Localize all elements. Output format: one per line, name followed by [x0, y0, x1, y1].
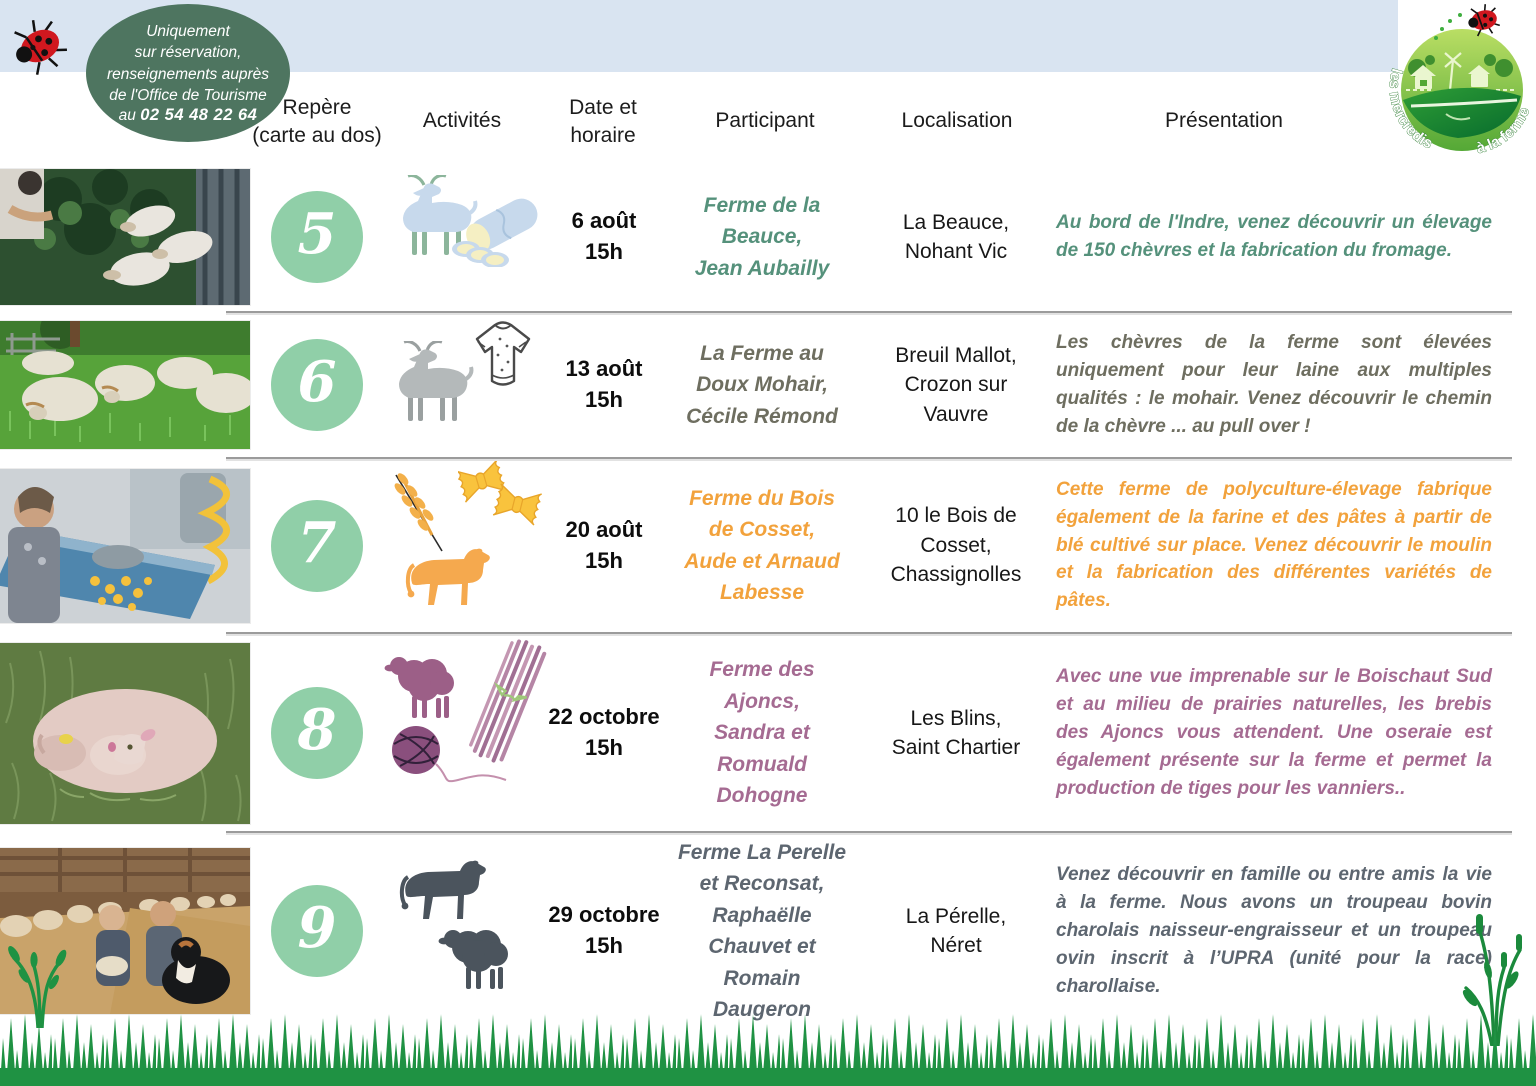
presentation-text: Au bord de l'Indre, venez découvrir un é… — [1056, 212, 1492, 261]
presentation-text: Venez découvrir en famille ou entre amis… — [1056, 864, 1492, 997]
map-number-badge: 7 — [271, 499, 363, 592]
participant-name: Ferme du Bois de Cosset, Aude et Arnaud … — [684, 486, 840, 605]
phone-number: 02 54 48 22 64 — [140, 106, 258, 125]
column-header-activites: Activités — [422, 109, 502, 132]
mercredis-a-la-ferme-logo: les mercredis à la ferme — [1385, 4, 1533, 158]
farfalle-pasta-icon — [458, 461, 542, 526]
logo-ladybug-icon — [1468, 4, 1500, 37]
participant-name: Ferme de la Beauce, Jean Aubailly — [694, 193, 830, 280]
row-separator — [226, 831, 1512, 833]
column-header-participant: Participant — [715, 109, 815, 132]
column-header-presentation: Présentation — [1165, 109, 1283, 132]
table-row: 5 — [0, 163, 1536, 311]
farmers-with-dog-photo — [0, 847, 251, 1015]
table-row: 9 29 octobre 15h Ferme La Perelle et R — [0, 833, 1536, 1029]
farm-scene — [1406, 52, 1514, 91]
participant-name: Ferme La Perelle et Reconsat, Raphaëlle … — [677, 840, 847, 1022]
event-date: 13 août 15h — [565, 356, 643, 412]
wheat-icon — [394, 473, 443, 552]
location: La Pérelle, Néret — [905, 904, 1007, 957]
table-row: 7 — [0, 459, 1536, 632]
sheep-icon — [438, 930, 508, 989]
column-header-repere: Repère (carte au dos) — [252, 96, 382, 147]
sheep-icon — [384, 657, 454, 718]
goat-icon — [403, 175, 478, 255]
willow-sticks-icon — [469, 639, 547, 763]
reservation-note-text: Uniquement sur réservation, renseignemen… — [107, 22, 269, 104]
flight-trail — [1434, 13, 1462, 40]
goat-cheese-log-icon — [452, 198, 538, 267]
map-number-badge: 8 — [271, 687, 363, 779]
presentation-text: Cette ferme de polyculture-élevage fabri… — [1056, 478, 1492, 612]
location: Breuil Mallot, Crozon sur Vauvre — [895, 343, 1017, 426]
reservation-note: Uniquement sur réservation, renseignemen… — [86, 4, 290, 142]
angora-goats-grazing-photo — [0, 320, 251, 450]
windmill-icon — [1444, 52, 1462, 91]
cow-icon — [405, 548, 490, 605]
row-separator — [226, 632, 1512, 634]
event-date: 29 octobre 15h — [548, 902, 660, 958]
map-number-badge: 6 — [271, 339, 363, 431]
participant-name: Ferme des Ajoncs, Sandra et Romuald Doho… — [709, 658, 815, 808]
pasta-making-photo — [0, 467, 251, 624]
grass-border — [0, 1008, 1536, 1086]
location: Les Blins, Saint Chartier — [891, 706, 1021, 759]
phone-prefix: au — [118, 107, 141, 125]
yarn-ball-icon — [392, 726, 507, 783]
wool-sweater-icon — [475, 321, 531, 386]
table-row: 8 — [0, 634, 1536, 832]
goats-feeding-photo — [0, 168, 251, 306]
location: 10 le Bois de Cosset, Chassignolles — [890, 504, 1022, 587]
event-date: 20 août 15h — [565, 516, 643, 573]
presentation-text: Avec une vue imprenable sur le Boischaut… — [1056, 666, 1492, 799]
column-header-date: Date et horaire — [569, 96, 637, 147]
cow-icon — [399, 860, 486, 919]
event-date: 22 octobre 15h — [548, 704, 660, 760]
map-number-badge: 5 — [271, 191, 363, 283]
location: La Beauce, Nohant Vic — [902, 210, 1010, 263]
ladybug-icon — [14, 20, 67, 75]
row-separator — [226, 311, 1512, 313]
column-header-localisation: Localisation — [901, 109, 1013, 132]
participant-name: La Ferme au Doux Mohair, Cécile Rémond — [686, 341, 838, 428]
presentation-text: Les chèvres de la ferme sont élevées uni… — [1056, 332, 1492, 437]
event-date: 6 août 15h — [571, 208, 637, 264]
ewe-and-lamb-photo — [0, 641, 251, 825]
row-separator — [226, 457, 1512, 459]
reservation-phone-line: au 02 54 48 22 64 — [119, 106, 258, 125]
goat-icon — [399, 341, 474, 421]
map-number-badge: 9 — [271, 885, 363, 977]
table-row: 6 13 — [0, 313, 1536, 457]
